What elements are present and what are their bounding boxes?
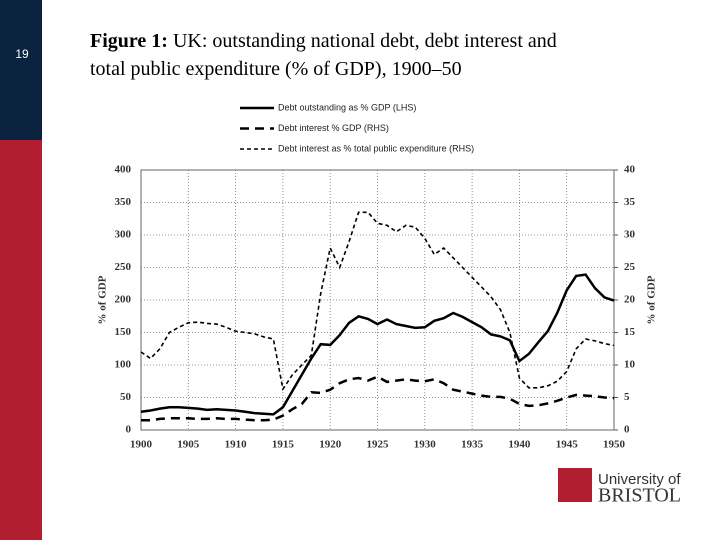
legend-label: Debt interest % GDP (RHS)	[278, 123, 389, 133]
y2-tick-label: 5	[624, 391, 630, 403]
legend-label: Debt outstanding as % GDP (LHS)	[278, 102, 416, 112]
y2-tick-label: 30	[624, 229, 636, 241]
data-line	[140, 211, 615, 392]
x-tick-label: 1915	[272, 439, 295, 451]
y2-tick-label: 25	[624, 261, 636, 273]
logo: University of BRISTOL	[558, 468, 681, 507]
y-tick-label: 100	[115, 359, 132, 371]
y2-tick-label: 15	[624, 326, 636, 338]
y-tick-label: 350	[115, 196, 132, 208]
y-tick-label: 50	[120, 391, 132, 403]
chart-title: Figure 1: UK: outstanding national debt,…	[90, 30, 562, 80]
data-line	[140, 273, 615, 416]
y-tick-label: 250	[115, 261, 132, 273]
x-tick-label: 1940	[508, 439, 531, 451]
data-line	[141, 375, 615, 422]
side-bar-bottom	[0, 140, 42, 540]
y-tick-label: 400	[115, 164, 132, 176]
y-tick-label: 200	[115, 294, 132, 306]
logo-line2: BRISTOL	[598, 485, 681, 507]
y2-tick-label: 0	[624, 424, 630, 436]
side-bar-top	[0, 0, 42, 140]
x-tick-label: 1910	[225, 439, 248, 451]
x-tick-label: 1945	[556, 439, 579, 451]
legend-label: Debt interest as % total public expendit…	[278, 143, 474, 153]
title-text-2: total public expenditure (% of GDP), 190…	[90, 58, 462, 80]
x-tick-label: 1900	[130, 439, 153, 451]
x-tick-label: 1925	[367, 439, 390, 451]
y-tick-label: 0	[126, 424, 132, 436]
title-label: Figure 1:	[90, 30, 168, 52]
title-text: UK: outstanding national debt, debt inte…	[173, 30, 562, 52]
y2-tick-label: 20	[624, 294, 636, 306]
y-tick-label: 300	[115, 229, 132, 241]
x-tick-label: 1905	[177, 439, 200, 451]
logo-line1: University of	[598, 471, 681, 488]
x-tick-label: 1930	[414, 439, 437, 451]
y2-axis-label: % of GDP	[646, 275, 658, 324]
logo-crest	[558, 468, 592, 502]
y2-tick-label: 35	[624, 196, 636, 208]
slide-number: 19	[15, 47, 29, 61]
y2-tick-label: 40	[624, 164, 636, 176]
x-tick-label: 1935	[461, 439, 484, 451]
x-tick-label: 1950	[603, 439, 626, 451]
x-tick-label: 1920	[319, 439, 342, 451]
y2-tick-label: 10	[624, 359, 636, 371]
y-axis-label: % of GDP	[97, 275, 109, 324]
y-tick-label: 150	[115, 326, 132, 338]
